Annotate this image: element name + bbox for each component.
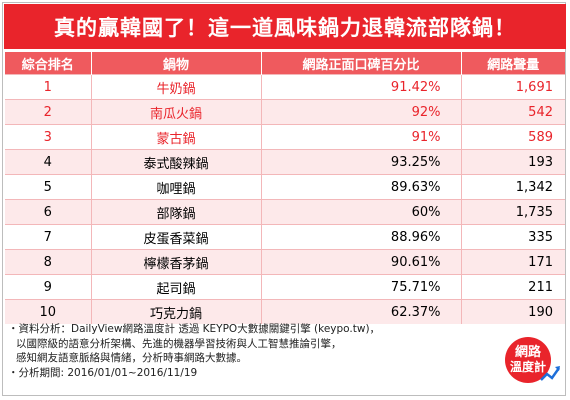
- table-row: 9 起司鍋 75.71% 211: [5, 274, 565, 300]
- volume-cell: 211: [461, 274, 565, 300]
- rank-cell: 9: [5, 274, 92, 300]
- footer-line: ・分析期間: 2016/01/01~2016/11/19: [8, 366, 198, 379]
- dish-cell: 蒙古鍋: [91, 124, 262, 150]
- volume-cell: 1,691: [461, 74, 565, 100]
- positive-cell: 88.96%: [261, 224, 462, 250]
- rank-cell: 2: [5, 99, 92, 125]
- rank-cell: 6: [5, 199, 92, 225]
- dish-cell: 泰式酸辣鍋: [91, 149, 262, 175]
- volume-cell: 1,735: [461, 199, 565, 225]
- positive-cell: 90.61%: [261, 249, 462, 275]
- table-row: 4 泰式酸辣鍋 93.25% 193: [5, 149, 565, 175]
- ranking-table: 綜合排名 鍋物 網路正面口碑百分比 網路聲量 1 牛奶鍋 91.42% 1,691 2 南…: [5, 52, 565, 324]
- rank-cell: 5: [5, 174, 92, 200]
- logo-line2: 溫度計: [510, 359, 546, 374]
- rank-cell: 10: [5, 299, 92, 324]
- table-row: 1 牛奶鍋 91.42% 1,691: [5, 74, 565, 100]
- dish-cell: 檸檬香茅鍋: [91, 249, 262, 275]
- volume-cell: 190: [461, 299, 565, 324]
- volume-cell: 171: [461, 249, 565, 275]
- rank-cell: 1: [5, 74, 92, 100]
- positive-cell: 60%: [261, 199, 462, 225]
- positive-cell: 62.37%: [261, 299, 462, 324]
- page-title: 真的贏韓國了！這一道風味鍋力退韓流部隊鍋！: [4, 4, 566, 49]
- footer-line: ・資料分析：DailyView網路溫度計 透過 KEYPO大數據關鍵引擎 (ke…: [8, 323, 381, 335]
- logo-circle: [505, 337, 551, 383]
- positive-cell: 75.71%: [261, 274, 462, 300]
- volume-cell: 193: [461, 149, 565, 175]
- dish-cell: 南瓜火鍋: [91, 99, 262, 125]
- table-row: 8 檸檬香茅鍋 90.61% 171: [5, 249, 565, 275]
- table-row: 7 皮蛋香菜鍋 88.96% 335: [5, 224, 565, 250]
- table-row: 6 部隊鍋 60% 1,735: [5, 199, 565, 225]
- dish-cell: 巧克力鍋: [91, 299, 262, 324]
- header-dish: 鍋物: [91, 52, 262, 75]
- dish-cell: 起司鍋: [91, 274, 262, 300]
- volume-cell: 542: [461, 99, 565, 125]
- dailyview-thermometer-logo: 網路 溫度計: [505, 337, 561, 383]
- footer-line: 以國際級的語意分析架構、先進的機器學習技術與人工智慧推論引擎，: [16, 337, 342, 350]
- rank-cell: 4: [5, 149, 92, 175]
- dish-cell: 牛奶鍋: [91, 74, 262, 100]
- volume-cell: 589: [461, 124, 565, 150]
- footer-notes: ・資料分析：DailyView網路溫度計 透過 KEYPO大數據關鍵引擎 (ke…: [8, 322, 488, 380]
- table-row: 5 咖哩鍋 89.63% 1,342: [5, 174, 565, 200]
- dish-cell: 皮蛋香菜鍋: [91, 224, 262, 250]
- positive-cell: 89.63%: [261, 174, 462, 200]
- footer-line: 感知網友語意脈絡與情緒，分析時事網路大數據。: [16, 352, 247, 364]
- volume-cell: 1,342: [461, 174, 565, 200]
- logo-arrow-head: [555, 366, 560, 371]
- logo-trend-arrow: [540, 367, 561, 381]
- positive-cell: 91.42%: [261, 74, 462, 100]
- header-positive-percent: 網路正面口碑百分比: [261, 52, 462, 75]
- dish-cell: 咖哩鍋: [91, 174, 262, 200]
- positive-cell: 93.25%: [261, 149, 462, 175]
- positive-cell: 91%: [261, 124, 462, 150]
- rank-cell: 8: [5, 249, 92, 275]
- positive-cell: 92%: [261, 99, 462, 125]
- header-volume: 網路聲量: [461, 52, 565, 75]
- table-header-row: 綜合排名 鍋物 網路正面口碑百分比 網路聲量: [5, 52, 565, 75]
- rank-cell: 3: [5, 124, 92, 150]
- logo-line1: 網路: [515, 344, 542, 360]
- rank-cell: 7: [5, 224, 92, 250]
- table-row: 3 蒙古鍋 91% 589: [5, 124, 565, 150]
- dish-cell: 部隊鍋: [91, 199, 262, 225]
- volume-cell: 335: [461, 224, 565, 250]
- table-row: 10 巧克力鍋 62.37% 190: [5, 299, 565, 324]
- table-row: 2 南瓜火鍋 92% 542: [5, 99, 565, 125]
- header-rank: 綜合排名: [5, 52, 92, 75]
- outer-frame: [2, 2, 566, 396]
